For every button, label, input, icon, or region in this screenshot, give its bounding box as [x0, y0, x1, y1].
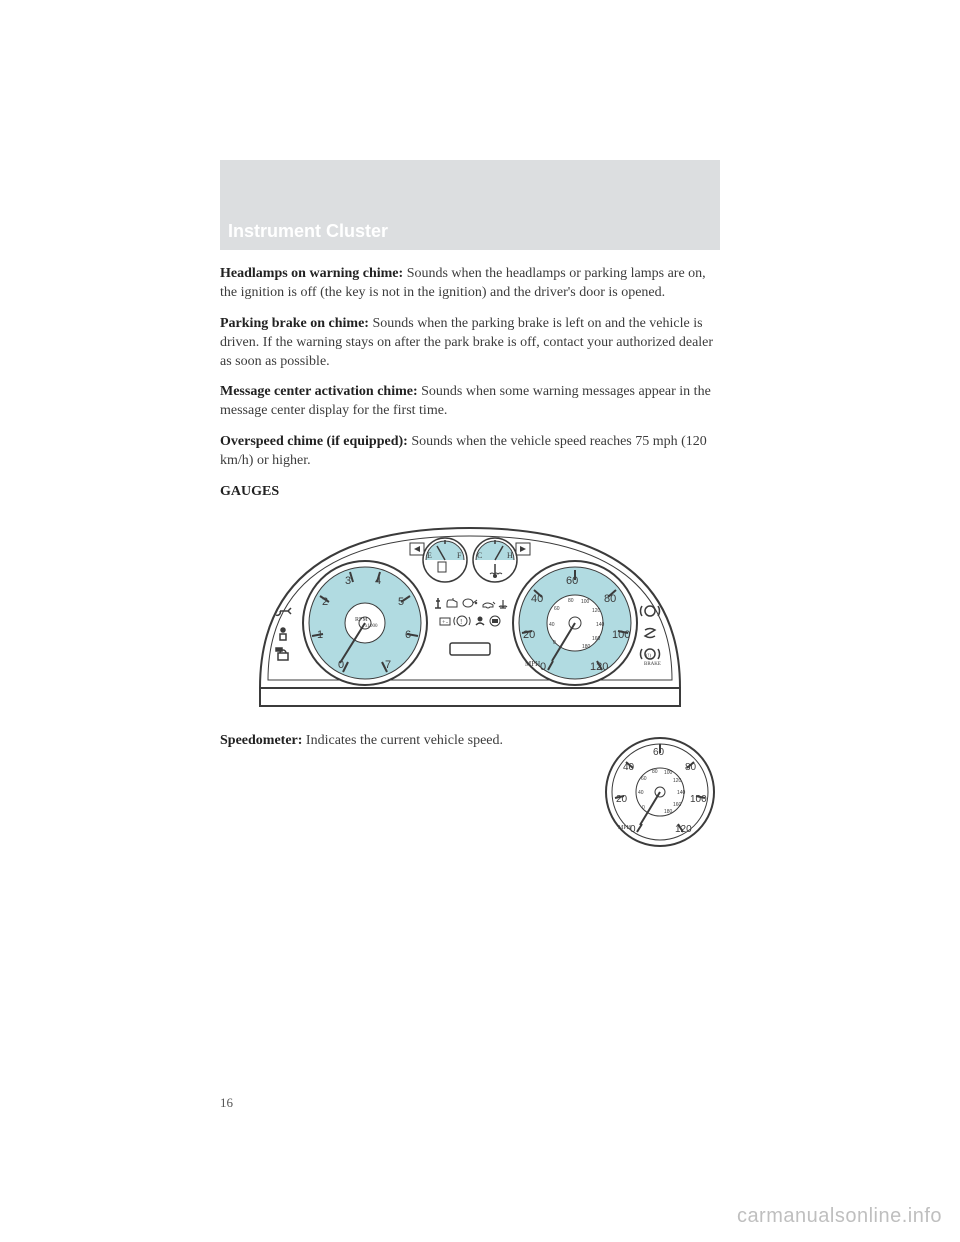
- svg-text:60: 60: [653, 747, 665, 758]
- speedometer-label: Speedometer:: [220, 733, 302, 748]
- odometer-display: [450, 643, 490, 655]
- speedometer-gauge: 0 20 40 60 80 100 120 0 40 60 80 100 120…: [513, 561, 637, 685]
- parking-brake-chime-para: Parking brake on chime: Sounds when the …: [220, 315, 720, 372]
- watermark-text: carmanualsonline.info: [737, 1205, 942, 1228]
- svg-text:MPH: MPH: [618, 825, 632, 831]
- headlamps-chime-para: Headlamps on warning chime: Sounds when …: [220, 265, 720, 303]
- instrument-cluster-diagram: RPM x1000 0 1 2 3 4 5 6 7: [240, 508, 700, 718]
- svg-text:60: 60: [554, 606, 560, 612]
- svg-text:40: 40: [531, 593, 543, 605]
- svg-text:60: 60: [566, 575, 578, 587]
- overspeed-chime-para: Overspeed chime (if equipped): Sounds wh…: [220, 433, 720, 471]
- svg-text:F: F: [457, 551, 462, 560]
- svg-text:60: 60: [641, 776, 647, 782]
- rpm-label: RPM: [355, 617, 368, 623]
- svg-text:40: 40: [549, 622, 555, 628]
- svg-text:40: 40: [638, 790, 644, 796]
- svg-text:180: 180: [582, 644, 591, 650]
- fuel-gauge: E F: [423, 538, 467, 582]
- seat-icon: [281, 628, 285, 632]
- svg-text:0: 0: [540, 661, 546, 673]
- svg-text:0: 0: [553, 640, 556, 646]
- svg-text:BRAKE: BRAKE: [644, 662, 661, 667]
- svg-text:(!): (!): [646, 654, 651, 659]
- svg-text:140: 140: [677, 790, 686, 796]
- svg-text:H: H: [507, 551, 513, 560]
- section-header: Instrument Cluster: [220, 160, 720, 250]
- page-number: 16: [220, 1095, 233, 1111]
- message-center-chime-label: Message center activation chime:: [220, 384, 418, 399]
- svg-text:120: 120: [675, 824, 692, 835]
- temp-gauge: C H: [473, 538, 517, 582]
- x1000-label: x1000: [365, 624, 378, 629]
- message-center-chime-para: Message center activation chime: Sounds …: [220, 383, 720, 421]
- tachometer-gauge: RPM x1000 0 1 2 3 4 5 6 7: [303, 561, 427, 685]
- svg-text:-: -: [446, 620, 448, 626]
- svg-text:E: E: [427, 551, 432, 560]
- speedometer-description: Speedometer: Indicates the current vehic…: [220, 732, 580, 763]
- svg-text:140: 140: [596, 622, 605, 628]
- svg-text:120: 120: [590, 661, 608, 673]
- svg-text:80: 80: [652, 769, 658, 775]
- svg-text:C: C: [477, 551, 482, 560]
- content-area: Headlamps on warning chime: Sounds when …: [220, 265, 720, 852]
- svg-text:!: !: [460, 618, 462, 626]
- svg-text:100: 100: [664, 770, 673, 776]
- airbag-icon: [478, 616, 483, 621]
- svg-text:160: 160: [592, 636, 601, 642]
- section-title: Instrument Cluster: [228, 221, 388, 242]
- overspeed-chime-label: Overspeed chime (if equipped):: [220, 434, 408, 449]
- svg-text:120: 120: [592, 608, 601, 614]
- mph-label: MPH: [525, 660, 540, 668]
- speedometer-detail-diagram: 0 20 40 60 80 100 120 0 40 60 80 100 120…: [600, 732, 720, 852]
- speedometer-text: Indicates the current vehicle speed.: [302, 733, 503, 748]
- svg-text:3: 3: [345, 575, 351, 587]
- svg-text:160: 160: [673, 802, 682, 808]
- svg-text:80: 80: [568, 598, 574, 604]
- svg-text:120: 120: [673, 778, 682, 784]
- headlamps-chime-label: Headlamps on warning chime:: [220, 266, 403, 281]
- parking-brake-chime-label: Parking brake on chime:: [220, 316, 369, 331]
- svg-text:180: 180: [664, 809, 673, 815]
- gauges-heading: GAUGES: [220, 483, 720, 502]
- svg-text:0: 0: [642, 805, 645, 811]
- svg-text:100: 100: [581, 599, 590, 605]
